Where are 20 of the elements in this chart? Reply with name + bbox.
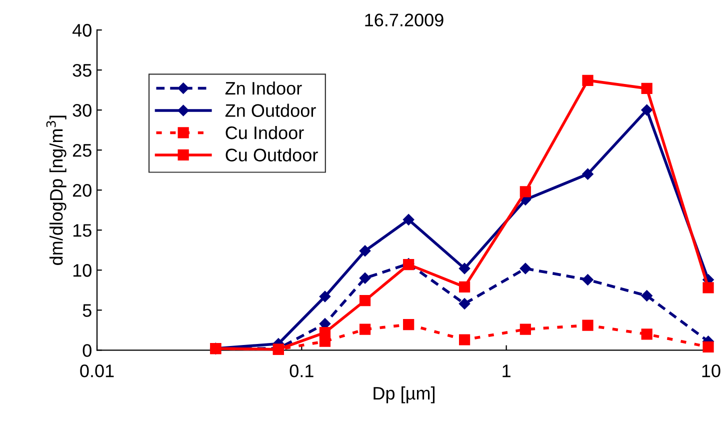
x-axis-title: Dp [µm] (374, 386, 434, 404)
y-tick-label: 20 (72, 184, 92, 197)
legend-label: Cu Indoor (226, 126, 304, 140)
y-axis-title: dm/dlogDp [ng/m$^{3}$] (46, 116, 66, 265)
x-tick-label: 0.01 (80, 364, 114, 378)
x-tick-label: 1 (502, 364, 510, 378)
y-tick-label: 30 (72, 104, 92, 117)
y-tick-label: 35 (72, 64, 92, 77)
y-tick-label: 25 (72, 144, 92, 157)
x-tick-label: 0.1 (290, 364, 314, 378)
legend-label: Cu Outdoor (226, 148, 318, 162)
y-tick-label: 40 (72, 24, 92, 37)
y-tick-label: 15 (73, 224, 92, 237)
y-tick-label: 10 (73, 264, 92, 277)
chart-title: 16.7.2009 (365, 14, 444, 26)
legend-label: Zn Indoor (225, 81, 302, 95)
y-tick-label: 0 (82, 344, 92, 357)
x-tick-label: 10 (702, 364, 720, 378)
legend-label: Zn Outdoor (225, 104, 316, 117)
y-tick-label: 5 (82, 304, 92, 317)
